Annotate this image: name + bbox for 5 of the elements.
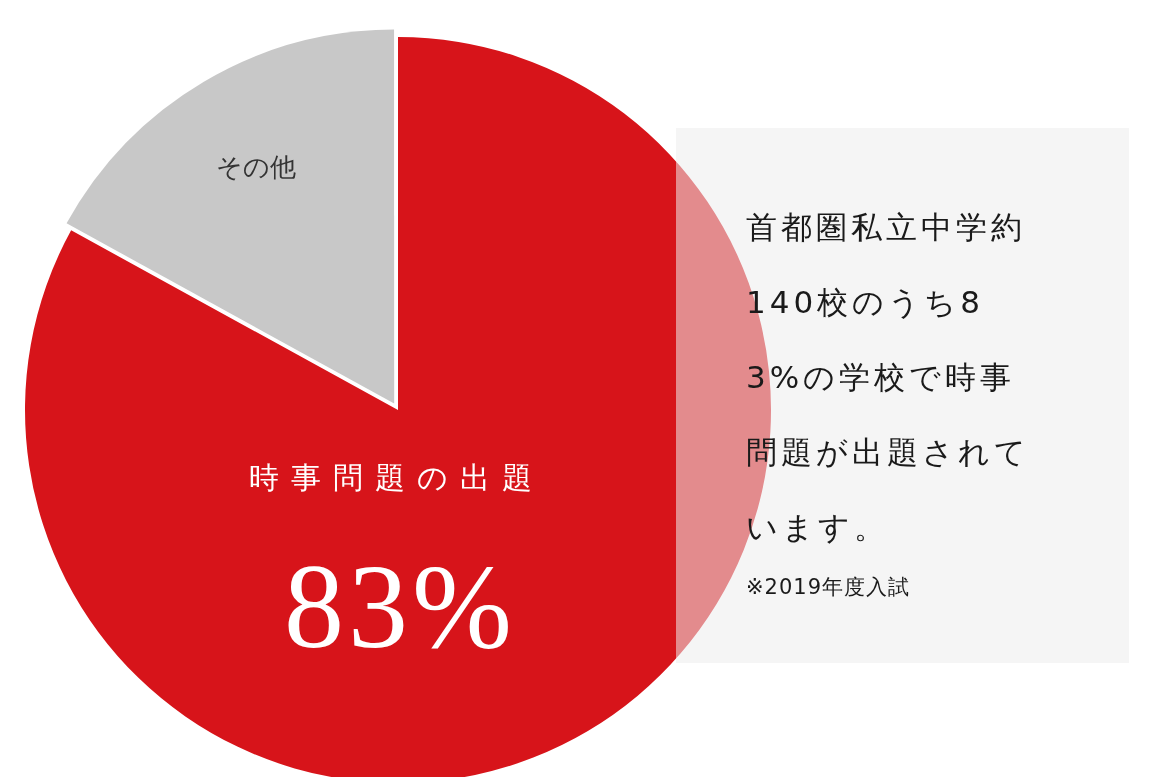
text: 首都圏私立中学約140校のうち83%の学校で時事問題が出題されています。 xyxy=(746,209,1030,545)
slice-label: その他 xyxy=(215,151,296,182)
data-label: 83% xyxy=(284,539,516,673)
text: ※2019年度入試 xyxy=(746,574,912,601)
slice-label: 時事問題の出題 xyxy=(248,459,544,495)
